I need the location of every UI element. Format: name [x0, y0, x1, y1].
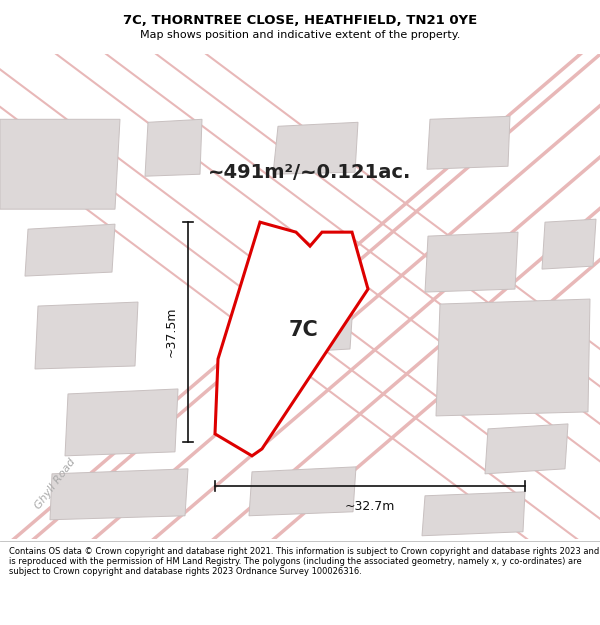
Polygon shape: [263, 274, 355, 354]
Polygon shape: [273, 122, 358, 174]
Text: Contains OS data © Crown copyright and database right 2021. This information is : Contains OS data © Crown copyright and d…: [9, 546, 599, 576]
Polygon shape: [25, 224, 115, 276]
Text: ~37.5m: ~37.5m: [165, 307, 178, 358]
Text: Ghyll Road: Ghyll Road: [33, 457, 77, 511]
Text: 7C, THORNTREE CLOSE, HEATHFIELD, TN21 0YE: 7C, THORNTREE CLOSE, HEATHFIELD, TN21 0Y…: [123, 14, 477, 27]
Text: ~491m²/~0.121ac.: ~491m²/~0.121ac.: [208, 162, 412, 182]
Text: 7C: 7C: [289, 320, 319, 340]
Text: ~32.7m: ~32.7m: [345, 500, 395, 512]
Polygon shape: [50, 469, 188, 520]
Polygon shape: [436, 299, 590, 416]
Polygon shape: [422, 492, 525, 536]
Polygon shape: [425, 232, 518, 292]
Polygon shape: [145, 119, 202, 176]
Polygon shape: [542, 219, 596, 269]
Polygon shape: [0, 119, 120, 209]
Polygon shape: [249, 467, 356, 516]
Polygon shape: [485, 424, 568, 474]
Polygon shape: [65, 389, 178, 456]
Polygon shape: [215, 222, 368, 456]
Polygon shape: [427, 116, 510, 169]
Polygon shape: [35, 302, 138, 369]
Text: Map shows position and indicative extent of the property.: Map shows position and indicative extent…: [140, 30, 460, 40]
